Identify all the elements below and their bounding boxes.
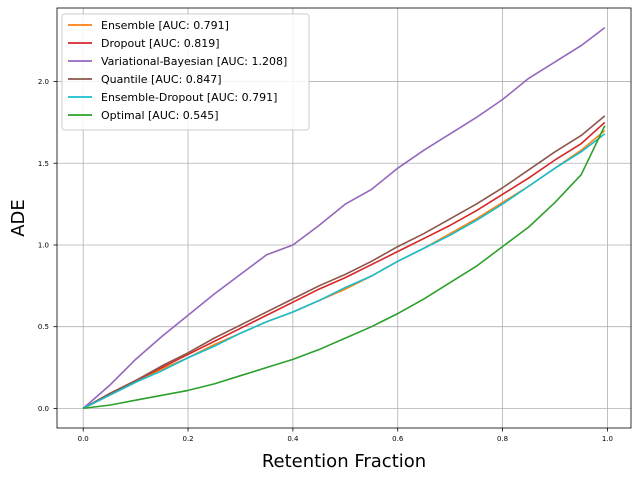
x-tick-label: 0.4	[287, 435, 299, 443]
legend-label: Dropout [AUC: 0.819]	[101, 37, 220, 50]
x-tick-label: 1.0	[602, 435, 613, 443]
legend-label: Quantile [AUC: 0.847]	[101, 73, 222, 86]
x-axis-label: Retention Fraction	[262, 451, 426, 472]
legend-label: Ensemble-Dropout [AUC: 0.791]	[101, 91, 277, 104]
legend-label: Variational-Bayesian [AUC: 1.208]	[101, 55, 287, 68]
series-line	[82, 115, 606, 410]
y-tick-label: 1.5	[38, 160, 49, 168]
legend-box	[61, 13, 310, 131]
y-axis-label: ADE	[8, 199, 29, 237]
x-tick-label: 0.6	[392, 435, 404, 443]
axis-ticks: 0.0 0.2 0.4 0.6 0.8 1.0 0.0 0.5 1.0 1.5 2.0	[38, 78, 613, 443]
x-tick-label: 0.8	[497, 435, 508, 443]
plot-frame	[56, 7, 632, 429]
x-tick-label: 0.0	[78, 435, 89, 443]
x-tick-label: 0.2	[182, 435, 193, 443]
series-line	[82, 26, 606, 409]
legend-label: Ensemble [AUC: 0.791]	[101, 19, 229, 32]
y-tick-label: 2.0	[38, 78, 49, 86]
y-tick-label: 1.0	[38, 241, 49, 249]
legend-label: Optimal [AUC: 0.545]	[101, 109, 219, 122]
legend: Ensemble [AUC: 0.791] Dropout [AUC: 0.819…	[61, 13, 310, 131]
series-line	[82, 121, 606, 410]
series-lines	[82, 26, 606, 410]
series-line	[83, 125, 606, 410]
y-tick-label: 0.0	[38, 405, 49, 413]
y-tick-label: 0.5	[38, 323, 49, 331]
series-line	[82, 133, 606, 410]
